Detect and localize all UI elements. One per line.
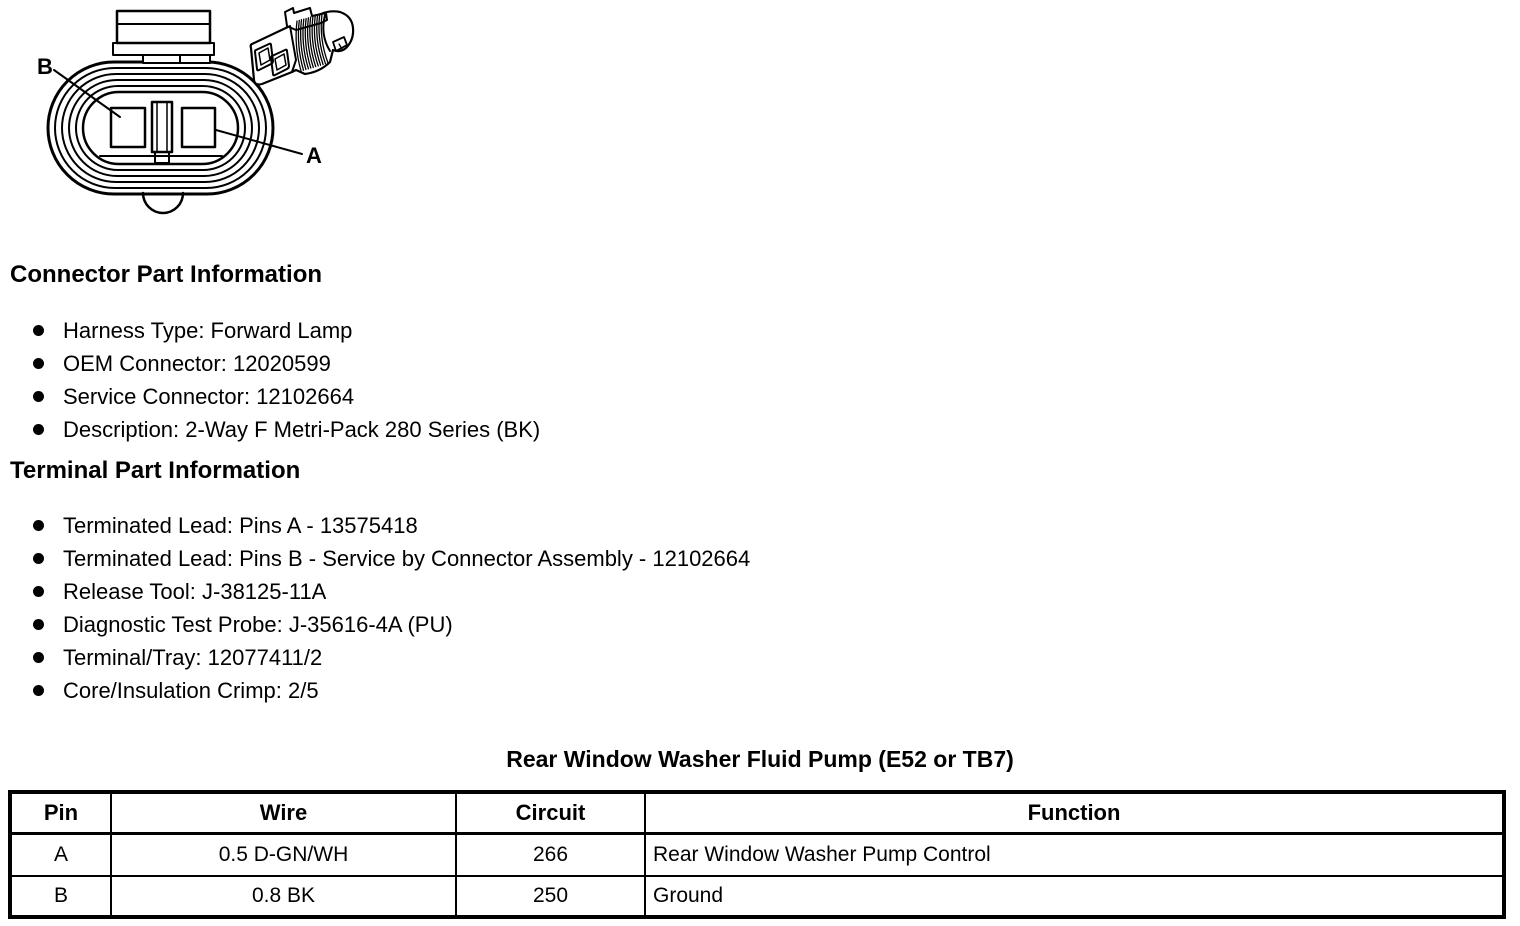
- bullet-icon: [33, 520, 44, 531]
- pinout-table: Pin Wire Circuit Function A 0.5 D-GN/WH …: [8, 790, 1506, 919]
- list-item: Release Tool: J-38125-11A: [0, 575, 750, 608]
- bullet-icon: [33, 325, 44, 336]
- list-item: Terminal/Tray: 12077411/2: [0, 641, 750, 674]
- cell-circuit: 250: [455, 875, 646, 918]
- leader-line-a: [215, 129, 303, 155]
- cell-wire: 0.8 BK: [110, 875, 457, 918]
- pin-cavity-a: [180, 106, 217, 149]
- bullet-text: Description: 2-Way F Metri-Pack 280 Seri…: [63, 416, 541, 442]
- table-row: A 0.5 D-GN/WH 266 Rear Window Washer Pum…: [9, 832, 1505, 877]
- bullet-text: Service Connector: 12102664: [63, 383, 355, 409]
- bullet-text: Diagnostic Test Probe: J-35616-4A (PU): [63, 611, 453, 637]
- table-title: Rear Window Washer Fluid Pump (E52 or TB…: [506, 746, 1014, 772]
- terminal-part-heading: Terminal Part Information: [10, 457, 301, 484]
- bullet-text: Core/Insulation Crimp: 2/5: [63, 677, 319, 703]
- connector-part-heading: Connector Part Information: [10, 261, 323, 288]
- bullet-icon: [33, 424, 44, 435]
- pin-label-b: B: [37, 54, 53, 79]
- list-item: Terminated Lead: Pins B - Service by Con…: [0, 542, 750, 575]
- bullet-icon: [33, 358, 44, 369]
- connector-3d-view: [249, 7, 355, 86]
- bullet-text: Terminated Lead: Pins A - 13575418: [63, 512, 418, 538]
- cell-function: Rear Window Washer Pump Control: [644, 832, 1505, 877]
- connector-diagram: B A: [37, 7, 355, 215]
- connector-part-list: Harness Type: Forward Lamp OEM Connector…: [0, 314, 540, 446]
- bullet-text: Terminal/Tray: 12077411/2: [63, 644, 323, 670]
- list-item: Core/Insulation Crimp: 2/5: [0, 674, 750, 707]
- table-row: B 0.8 BK 250 Ground: [9, 875, 1505, 918]
- column-header-wire: Wire: [110, 791, 457, 835]
- bullet-text: Terminated Lead: Pins B - Service by Con…: [63, 545, 751, 571]
- list-item: Diagnostic Test Probe: J-35616-4A (PU): [0, 608, 750, 641]
- bullet-text: OEM Connector: 12020599: [63, 350, 331, 376]
- latch-tower: [112, 9, 215, 64]
- pin-cavity-b: [109, 106, 147, 149]
- cell-wire: 0.5 D-GN/WH: [110, 832, 457, 877]
- cell-circuit: 266: [455, 832, 646, 877]
- terminal-part-list: Terminated Lead: Pins A - 13575418 Termi…: [0, 509, 750, 707]
- connector-face-view: [46, 9, 275, 215]
- list-item: Terminated Lead: Pins A - 13575418: [0, 509, 750, 542]
- list-item: Harness Type: Forward Lamp: [0, 314, 540, 347]
- cell-function: Ground: [644, 875, 1505, 918]
- pin-label-a: A: [306, 143, 322, 168]
- bullet-icon: [33, 652, 44, 663]
- bullet-icon: [33, 586, 44, 597]
- column-header-function: Function: [644, 791, 1505, 835]
- list-item: OEM Connector: 12020599: [0, 347, 540, 380]
- column-header-circuit: Circuit: [455, 791, 646, 835]
- cell-pin: A: [9, 832, 112, 877]
- cell-pin: B: [9, 875, 112, 918]
- bullet-text: Release Tool: J-38125-11A: [63, 578, 327, 604]
- column-header-pin: Pin: [9, 791, 112, 835]
- bullet-icon: [33, 685, 44, 696]
- bullet-text: Harness Type: Forward Lamp: [63, 317, 353, 343]
- bullet-icon: [33, 391, 44, 402]
- bullet-icon: [33, 553, 44, 564]
- bullet-icon: [33, 619, 44, 630]
- leader-line-b: [53, 69, 121, 118]
- list-item: Service Connector: 12102664: [0, 380, 540, 413]
- table-header-row: Pin Wire Circuit Function: [9, 791, 1505, 835]
- list-item: Description: 2-Way F Metri-Pack 280 Seri…: [0, 413, 540, 446]
